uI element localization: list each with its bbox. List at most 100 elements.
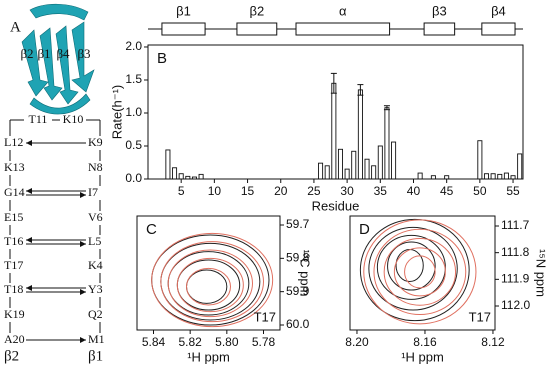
- bar: [483, 173, 490, 180]
- y-tick-label: 60.0: [286, 317, 310, 331]
- panel-label: A: [10, 19, 21, 35]
- annotation: T17: [254, 309, 276, 324]
- x-tick-label: 5: [178, 184, 185, 198]
- ss-label: β4: [491, 3, 506, 18]
- bar: [344, 168, 350, 180]
- residue-label: Q2: [88, 307, 103, 321]
- x-tick-label: 40: [407, 184, 421, 198]
- contour: [393, 247, 446, 297]
- label-bg: [86, 333, 108, 347]
- x-tick-label: 25: [307, 184, 321, 198]
- residue-label: L12: [4, 135, 23, 149]
- contour: [176, 257, 244, 313]
- protein-cartoon: [21, 3, 95, 115]
- panel-label: D: [359, 221, 370, 238]
- panel-a: A β2 β1 β4 β3 T11 K10 L12 K13 G14 E15 T16 T17…: [3, 3, 108, 364]
- x-tick-label: 5.84: [142, 335, 166, 349]
- contour: [186, 269, 228, 304]
- x-tick-label: 8.12: [481, 335, 505, 349]
- bar: [503, 172, 509, 180]
- y-tick-label: 112.0: [501, 298, 530, 312]
- bar: [391, 141, 397, 180]
- residue-label: K9: [88, 135, 103, 149]
- x-tick-label: 20: [274, 184, 288, 198]
- panel-label: C: [146, 221, 157, 238]
- bar: [377, 145, 383, 180]
- y-tick-label: 59.9: [286, 284, 310, 298]
- error-bar: [330, 72, 337, 94]
- bar: [357, 89, 363, 180]
- label-bg: [3, 186, 25, 200]
- cartoon-label: β1: [37, 46, 50, 61]
- arrow-head: [80, 241, 86, 247]
- ss-label: β1: [176, 3, 191, 18]
- label-bg: [3, 283, 25, 297]
- bar: [477, 140, 483, 180]
- contour: [395, 248, 424, 282]
- y-tick-label: 111.9: [501, 272, 530, 286]
- x-tick-label: 30: [340, 184, 354, 198]
- label-bg: [86, 350, 108, 364]
- bar: [337, 148, 343, 180]
- y-tick-label: 0.5: [125, 138, 142, 152]
- label-bg: [86, 161, 108, 175]
- residue-label: E15: [4, 210, 23, 224]
- x-tick-label: 15: [241, 184, 255, 198]
- x-tick-label: 8.16: [413, 335, 437, 349]
- ss-element: [295, 22, 391, 36]
- contour: [404, 255, 436, 289]
- x-tick-label: 5.82: [178, 335, 202, 349]
- y-tick-label: 111.7: [501, 218, 530, 232]
- residue-label: G14: [4, 185, 25, 199]
- residue-label: M1: [88, 332, 105, 346]
- x-tick-label: 35: [374, 184, 388, 198]
- y-tick-label: 1.0: [125, 105, 142, 119]
- y-axis-label: ¹⁵N ppm: [534, 249, 549, 297]
- cartoon-label: β4: [56, 46, 70, 61]
- y-tick-label: 111.8: [501, 245, 530, 259]
- label-bg: [3, 161, 25, 175]
- arrow-head: [80, 192, 86, 198]
- cartoon-label: β2: [20, 46, 33, 61]
- residue-label: A20: [4, 332, 25, 346]
- residue-label: N8: [88, 160, 103, 174]
- bar: [417, 172, 423, 180]
- contour: [160, 242, 261, 321]
- contour: [368, 226, 458, 311]
- arrow-head: [80, 289, 86, 295]
- arrow-head: [26, 140, 32, 146]
- residue-label: T18: [4, 282, 23, 296]
- label-bg: [86, 308, 108, 322]
- charts: β1 β2 α β3 β4 B 5 10 15 20 25 30 35 40 45 50 55 0.0 0.5 1.0…: [109, 3, 548, 364]
- ss-label: β2: [249, 3, 264, 18]
- contour: [167, 251, 250, 316]
- residue-label: Y3: [88, 282, 103, 296]
- x-tick-label: 50: [473, 184, 487, 198]
- plot-frame: [136, 215, 281, 331]
- residue-label: T11: [29, 112, 48, 126]
- y-axis-label: Rate(h⁻¹): [109, 85, 124, 140]
- cartoon-label: β3: [77, 46, 90, 61]
- ss-label: α: [339, 3, 347, 18]
- label-bg: [86, 283, 108, 297]
- ss-label: β3: [432, 3, 447, 18]
- plot-frame: [147, 44, 524, 180]
- bar: [497, 173, 503, 180]
- label-bg: [3, 136, 25, 150]
- x-tick-label: 5.80: [215, 335, 239, 349]
- label-bg: [3, 350, 25, 364]
- label-bg: [86, 235, 108, 249]
- bar: [384, 107, 390, 180]
- arrow-head: [80, 337, 86, 343]
- y-tick-label: 59.8: [286, 251, 310, 265]
- bar: [490, 173, 496, 180]
- residue-label: I7: [88, 185, 98, 199]
- bar: [517, 153, 523, 180]
- x-tick-label: 8.20: [345, 335, 369, 349]
- arrow-head: [26, 237, 32, 243]
- x-axis-label: Residue: [312, 198, 360, 213]
- error-bar: [357, 84, 364, 96]
- x-tick-label: 55: [506, 184, 520, 198]
- x-tick-label: 10: [208, 184, 222, 198]
